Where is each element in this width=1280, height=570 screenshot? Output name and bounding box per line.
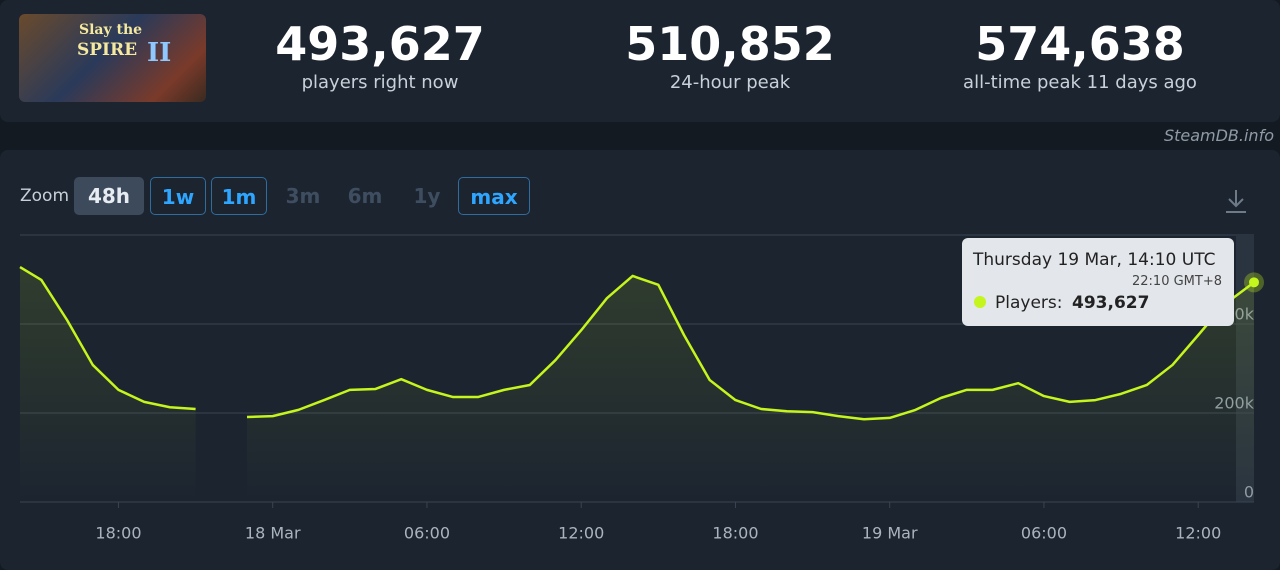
area bbox=[20, 267, 1254, 502]
zoom-button[interactable]: 1w bbox=[150, 177, 206, 215]
x-tick-label: 06:00 bbox=[1021, 524, 1067, 543]
x-tick-label: 18 Mar bbox=[245, 524, 301, 543]
hover-point bbox=[1249, 277, 1259, 288]
tooltip-title: Thursday 19 Mar, 14:10 UTC bbox=[973, 250, 1216, 270]
stat: 493,627 players right now bbox=[190, 18, 570, 96]
line bbox=[19, 265, 1255, 421]
tooltip-subtitle: 22:10 GMT+8 bbox=[1132, 274, 1222, 289]
tooltip-value: 493,627 bbox=[1072, 293, 1150, 313]
tooltip-label: Players: bbox=[995, 293, 1063, 313]
stat-label: players right now bbox=[301, 72, 459, 93]
zoom-button[interactable]: 48h bbox=[74, 177, 144, 215]
stat: 510,852 24-hour peak bbox=[540, 18, 920, 96]
zoom-button: 6m bbox=[347, 184, 383, 208]
x-tick-label: 18:00 bbox=[712, 524, 758, 543]
tooltip: Thursday 19 Mar, 14:10 UTC 22:10 GMT+8 P… bbox=[962, 238, 1234, 326]
logo-numeral: II bbox=[147, 38, 172, 68]
zoom-button: 3m bbox=[285, 184, 321, 208]
stat-value: 493,627 bbox=[275, 17, 485, 71]
stat-value: 510,852 bbox=[625, 17, 835, 71]
x-tick-label: 12:00 bbox=[558, 524, 604, 543]
x-tick-label: 06:00 bbox=[404, 524, 450, 543]
game-logo[interactable]: Slay the SPIRE II bbox=[19, 14, 206, 102]
stat-label: all-time peak 11 days ago bbox=[963, 72, 1197, 93]
zoom-label: Zoom bbox=[20, 186, 70, 206]
zoom-button: 1y bbox=[413, 184, 441, 208]
logo-text: Slay the bbox=[79, 22, 143, 38]
stat-label: 24-hour peak bbox=[669, 72, 791, 93]
logo-text: SPIRE bbox=[77, 40, 138, 60]
credit[interactable]: SteamDB.info bbox=[1163, 126, 1274, 145]
tooltip-swatch bbox=[974, 296, 986, 308]
stat: 574,638 all-time peak 11 days ago bbox=[890, 18, 1270, 96]
download-icon[interactable] bbox=[1224, 188, 1248, 214]
stat-value: 574,638 bbox=[975, 17, 1185, 71]
x-tick-label: 12:00 bbox=[1175, 524, 1221, 543]
header-panel bbox=[0, 0, 1280, 122]
x-tick-label: 19 Mar bbox=[862, 524, 918, 543]
zoom-button[interactable]: max bbox=[458, 177, 530, 215]
x-tick-label: 18:00 bbox=[95, 524, 141, 543]
zoom-button[interactable]: 1m bbox=[211, 177, 267, 215]
